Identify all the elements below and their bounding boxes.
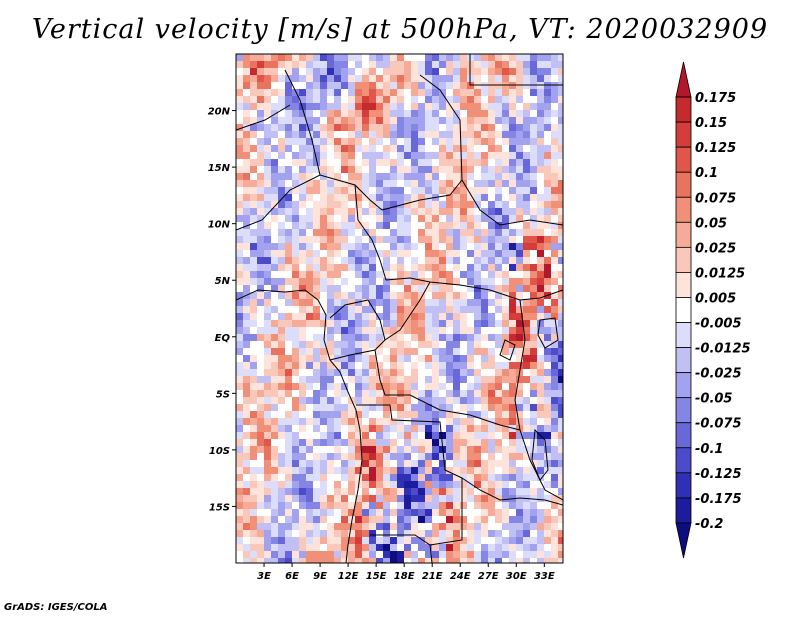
colorbar-label: 0.075 [695, 191, 736, 206]
colorbar-label: -0.025 [695, 367, 742, 382]
colorbar-bin [675, 472, 692, 499]
colorbar-label: 0.05 [695, 216, 727, 231]
lon-tick-label: 3E [257, 571, 271, 582]
lat-tick-label: 15N [208, 163, 231, 174]
colorbar-bin [675, 397, 692, 424]
lat-tick-label: 20N [208, 107, 231, 118]
colorbar-bin [675, 246, 692, 273]
colorbar-label: -0.05 [695, 392, 732, 407]
colorbar-bin [675, 272, 692, 298]
colorbar-label: -0.005 [695, 317, 742, 332]
lat-tick-label: 5N [215, 276, 231, 287]
colorbar-bin [675, 322, 692, 348]
lon-tick-label: 15E [366, 571, 387, 582]
colorbar-label: 0.125 [695, 141, 736, 156]
lon-tick-label: 27E [478, 571, 499, 582]
lon-tick-label: 12E [338, 571, 359, 582]
lon-tick-label: 30E [506, 571, 527, 582]
colorbar-bin [675, 372, 692, 399]
colorbar-label: -0.125 [695, 467, 742, 482]
colorbar-label: -0.175 [695, 492, 742, 507]
lat-tick-label: 10S [209, 446, 230, 457]
lon-tick-label: 33E [534, 571, 555, 582]
lon-tick-label: 18E [394, 571, 415, 582]
colorbar-bin [675, 497, 692, 524]
lat-tick-label: EQ [215, 333, 231, 344]
longitude-axis: 3E 6E 9E 12E 15E 18E 21E 24E 27E 30E 33E [257, 563, 555, 582]
colorbar-label: 0.025 [695, 241, 736, 256]
colorbar-bin [675, 96, 692, 123]
colorbar-bin [675, 121, 692, 148]
lat-tick-label: 5S [216, 389, 230, 400]
credit-text: GrADS: IGES/COLA [4, 602, 108, 613]
colorbar-label: 0.1 [695, 166, 718, 181]
colorbar-bin [675, 522, 692, 559]
colorbar-label: -0.075 [695, 417, 742, 432]
lon-tick-label: 9E [313, 571, 327, 582]
lat-tick-label: 15S [209, 502, 230, 513]
lon-tick-label: 24E [450, 571, 471, 582]
lon-tick-label: 6E [285, 571, 299, 582]
colorbar-bin [675, 146, 692, 173]
colorbar-label: 0.0125 [695, 266, 745, 281]
colorbar-label: 0.005 [695, 291, 736, 306]
colorbar-label: -0.0125 [695, 342, 751, 357]
colorbar-bin [675, 221, 692, 248]
colorbar-bin [675, 347, 692, 374]
lat-tick-label: 10N [208, 220, 231, 231]
colorbar-label: -0.2 [695, 517, 723, 532]
latitude-axis: 20N 15N 10N 5N EQ 5S 10S 15S [208, 107, 236, 513]
colorbar-label: 0.15 [695, 116, 727, 131]
country-borders [236, 54, 563, 563]
velocity-field [236, 54, 563, 563]
map-frame [235, 53, 564, 564]
colorbar-bin [675, 196, 692, 223]
colorbar-label: 0.175 [695, 91, 736, 106]
colorbar-bin [675, 297, 692, 323]
colorbar-bin [675, 422, 692, 449]
chart-title: Vertical velocity [m/s] at 500hPa, VT: 2… [31, 14, 769, 45]
colorbar-bin [675, 447, 692, 474]
lon-tick-label: 21E [422, 571, 443, 582]
colorbar-bin [675, 61, 692, 98]
colorbar-bin [675, 171, 692, 198]
colorbar-label: -0.1 [695, 442, 723, 457]
